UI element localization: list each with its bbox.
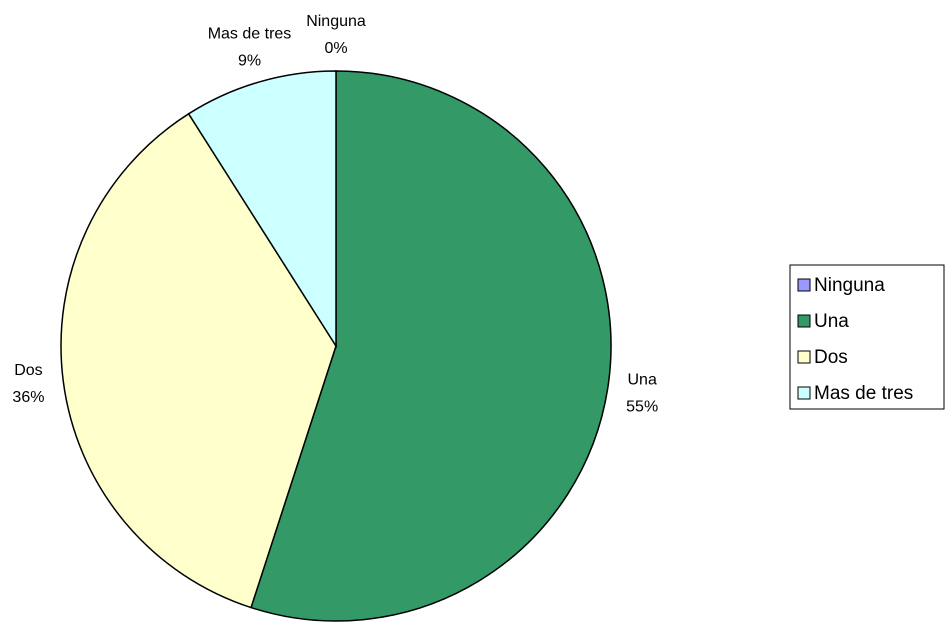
slice-label-name: Ninguna bbox=[306, 13, 366, 30]
legend-swatch bbox=[797, 386, 811, 400]
pie-slice bbox=[60, 112, 337, 609]
pie-slice bbox=[250, 70, 612, 622]
slice-label-name: Dos bbox=[14, 362, 42, 379]
pie-slice bbox=[187, 70, 337, 349]
slice-label-value: 36% bbox=[12, 389, 44, 406]
legend-swatch bbox=[797, 350, 811, 364]
slice-label-name: Una bbox=[628, 372, 657, 389]
legend-swatch bbox=[797, 278, 811, 292]
legend-label: Mas de tres bbox=[814, 383, 913, 404]
slice-label-value: 0% bbox=[324, 40, 347, 57]
legend-box bbox=[789, 264, 945, 410]
slice-label-value: 9% bbox=[238, 53, 261, 70]
legend-label: Dos bbox=[814, 347, 848, 368]
legend-swatch bbox=[797, 314, 811, 328]
legend-label: Una bbox=[814, 311, 849, 332]
slice-label-value: 55% bbox=[626, 399, 658, 416]
legend-label: Ninguna bbox=[814, 275, 885, 296]
slice-label-name: Mas de tres bbox=[208, 26, 292, 43]
